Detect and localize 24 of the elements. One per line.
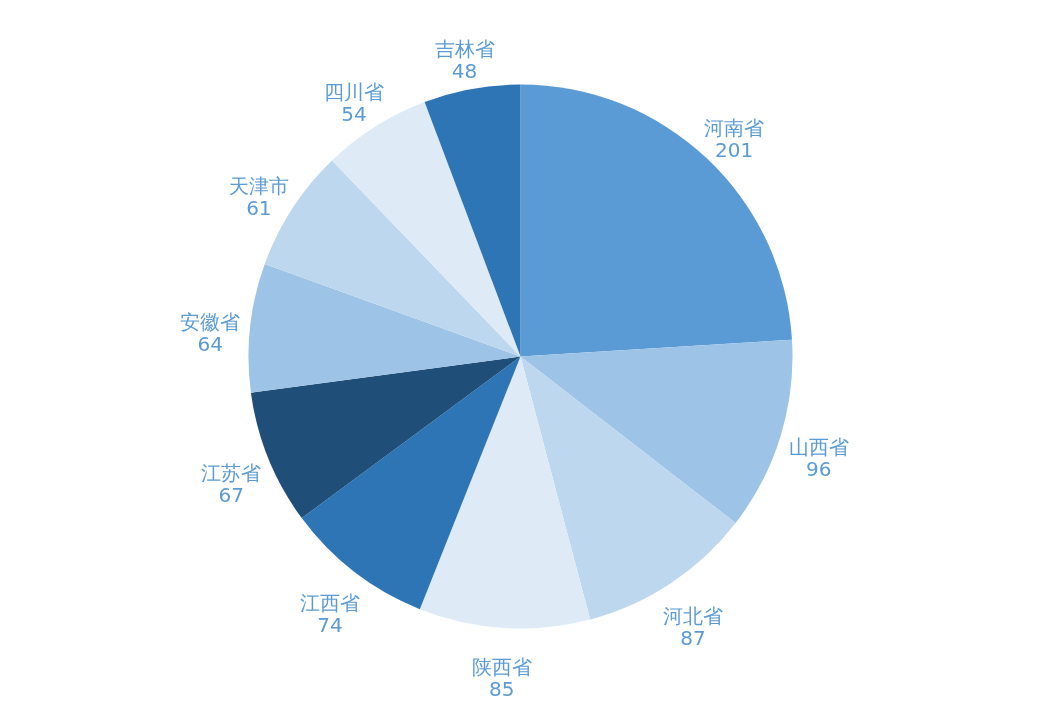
data-label: 85 [489, 676, 515, 701]
data-label: 67 [218, 482, 245, 507]
pie-slice [424, 84, 521, 357]
data-label: 48 [451, 58, 478, 83]
slice-label: 江苏省 [201, 460, 262, 485]
data-label: 61 [246, 195, 272, 220]
data-label: 87 [680, 625, 706, 650]
slice-label: 江西省 [299, 590, 360, 615]
slice-label: 安徽省 [180, 310, 241, 335]
slice-label: 天津市 [228, 173, 289, 198]
slice-label: 四川省 [323, 79, 384, 104]
slice-label: 吉林省 [434, 36, 495, 61]
slice-label: 陕西省 [471, 654, 532, 679]
pie-slice [419, 356, 591, 629]
data-label: 201 [715, 138, 754, 163]
data-label: 54 [341, 101, 367, 126]
pie-slice [520, 84, 792, 357]
data-label: 74 [317, 612, 343, 637]
slice-label: 河南省 [704, 116, 765, 141]
slice-label: 山西省 [788, 435, 849, 460]
pie-slice [331, 101, 521, 357]
data-label: 96 [805, 457, 832, 482]
slice-label: 河北省 [662, 603, 723, 628]
data-label: 64 [197, 332, 224, 357]
